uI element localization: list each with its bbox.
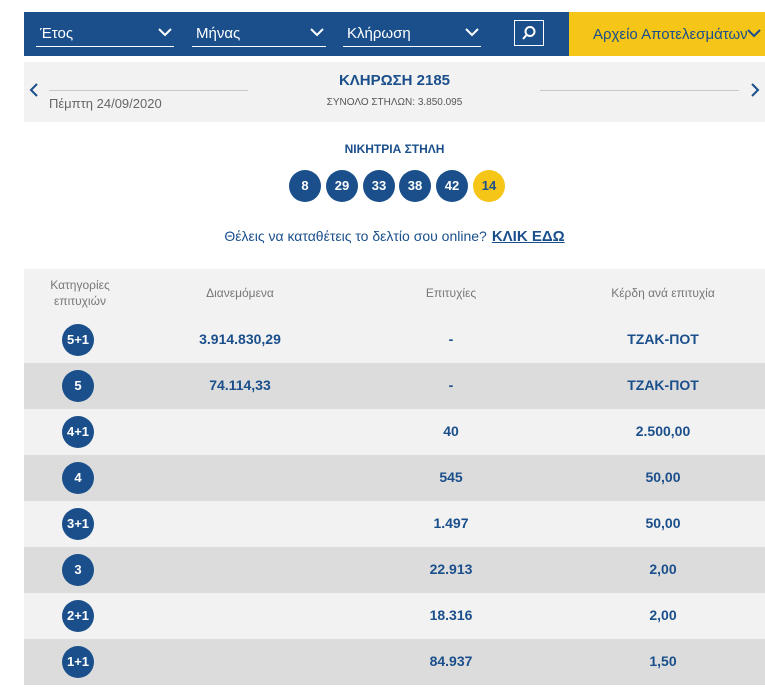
divider	[49, 90, 248, 91]
draw-dropdown[interactable]: Κλήρωση	[343, 12, 481, 56]
prize-per-winner: 2,00	[649, 607, 677, 623]
winning-number-ball: 38	[399, 170, 431, 202]
year-dropdown-label: Έτος	[40, 25, 74, 42]
prize-per-winner: ΤΖΑΚ-ΠΟΤ	[627, 377, 699, 393]
winning-number-ball: 29	[326, 170, 358, 202]
winners-count: 40	[443, 423, 459, 439]
category-badge: 5	[62, 370, 94, 402]
category-badge: 5+1	[62, 324, 94, 356]
winners-count: -	[448, 377, 454, 393]
total-columns: ΣΥΝΟΛΟ ΣΤΗΛΩΝ: 3.850.095	[326, 97, 463, 108]
draw-dropdown-label: Κλήρωση	[347, 25, 411, 42]
chevron-down-icon	[158, 28, 172, 37]
search-button[interactable]	[514, 20, 544, 46]
prize-per-winner: 2.500,00	[635, 423, 691, 439]
search-icon	[522, 26, 536, 40]
next-draw-arrow-icon[interactable]	[749, 82, 761, 98]
divider	[540, 90, 739, 91]
online-ticket-promo: Θέλεις να καταθέτεις το δελτίο σου onlin…	[24, 228, 765, 245]
table-row: 3+1 1.497 50,00	[24, 501, 765, 547]
year-dropdown-underline	[36, 46, 174, 47]
prize-per-winner: 2,00	[649, 561, 677, 577]
category-badge: 3+1	[62, 508, 94, 540]
category-badge: 1+1	[62, 646, 94, 678]
chevron-down-icon	[310, 28, 324, 37]
month-dropdown-underline	[192, 46, 326, 47]
header-distributed: Διανεμόμενα	[206, 286, 274, 300]
table-row: 4+1 40 2.500,00	[24, 409, 765, 455]
category-badge: 3	[62, 554, 94, 586]
prize-per-winner: ΤΖΑΚ-ΠΟΤ	[627, 331, 699, 347]
category-badge: 4	[62, 462, 94, 494]
month-dropdown-label: Μήνας	[196, 25, 241, 42]
joker-number-ball: 14	[473, 170, 505, 202]
promo-text: Θέλεις να καταθέτεις το δελτίο σου onlin…	[224, 228, 487, 244]
results-table-header: Κατηγορίες επιτυχιών Διανεμόμενα Επιτυχί…	[24, 269, 765, 317]
distributed-amount: 3.914.830,29	[199, 331, 281, 347]
winners-count: 545	[439, 469, 463, 485]
header-prize-per-winner: Κέρδη ανά επιτυχία	[611, 286, 715, 300]
table-row: 5+1 3.914.830,29 - ΤΖΑΚ-ΠΟΤ	[24, 317, 765, 363]
winners-count: 84.937	[429, 653, 473, 669]
year-dropdown[interactable]: Έτος	[36, 12, 174, 56]
table-row: 2+1 18.316 2,00	[24, 593, 765, 639]
prize-per-winner: 50,00	[645, 515, 681, 531]
table-row: 1+1 84.937 1,50	[24, 639, 765, 685]
prize-per-winner: 1,50	[649, 653, 677, 669]
winning-number-ball: 8	[289, 170, 321, 202]
winning-number-ball: 42	[436, 170, 468, 202]
draw-dropdown-underline	[343, 46, 481, 47]
results-archive-label: Αρχείο Αποτελεσμάτων	[593, 26, 748, 43]
chevron-down-icon	[747, 29, 761, 38]
winning-column-title: ΝΙΚΗΤΡΙΑ ΣΤΗΛΗ	[344, 142, 445, 156]
results-archive-dropdown[interactable]: Αρχείο Αποτελεσμάτων	[569, 12, 765, 56]
winners-count: 1.497	[433, 515, 469, 531]
header-categories: Κατηγορίες επιτυχιών	[50, 278, 110, 308]
draw-navigation: Πέμπτη 24/09/2020 ΚΛΗΡΩΣΗ 2185 ΣΥΝΟΛΟ ΣΤ…	[24, 62, 765, 122]
filter-bar: Έτος Μήνας Κλήρωση Αρχείο Αποτελεσμάτων	[24, 12, 765, 56]
table-row: 3 22.913 2,00	[24, 547, 765, 593]
category-badge: 2+1	[62, 600, 94, 632]
click-here-link[interactable]: ΚΛΙΚ ΕΔΩ	[491, 228, 565, 245]
draw-title: ΚΛΗΡΩΣΗ 2185	[338, 72, 451, 89]
table-row: 5 74.114,33 - ΤΖΑΚ-ΠΟΤ	[24, 363, 765, 409]
header-winners: Επιτυχίες	[425, 286, 477, 300]
prize-per-winner: 50,00	[645, 469, 681, 485]
winners-count: -	[448, 331, 454, 347]
draw-date: Πέμπτη 24/09/2020	[49, 96, 162, 111]
winners-count: 22.913	[429, 561, 473, 577]
winning-number-ball: 33	[363, 170, 395, 202]
category-badge: 4+1	[62, 416, 94, 448]
table-row: 4 545 50,00	[24, 455, 765, 501]
distributed-amount: 74.114,33	[209, 377, 271, 393]
chevron-down-icon	[465, 28, 479, 37]
winners-count: 18.316	[429, 607, 473, 623]
month-dropdown[interactable]: Μήνας	[192, 12, 326, 56]
previous-draw-arrow-icon[interactable]	[28, 82, 40, 98]
